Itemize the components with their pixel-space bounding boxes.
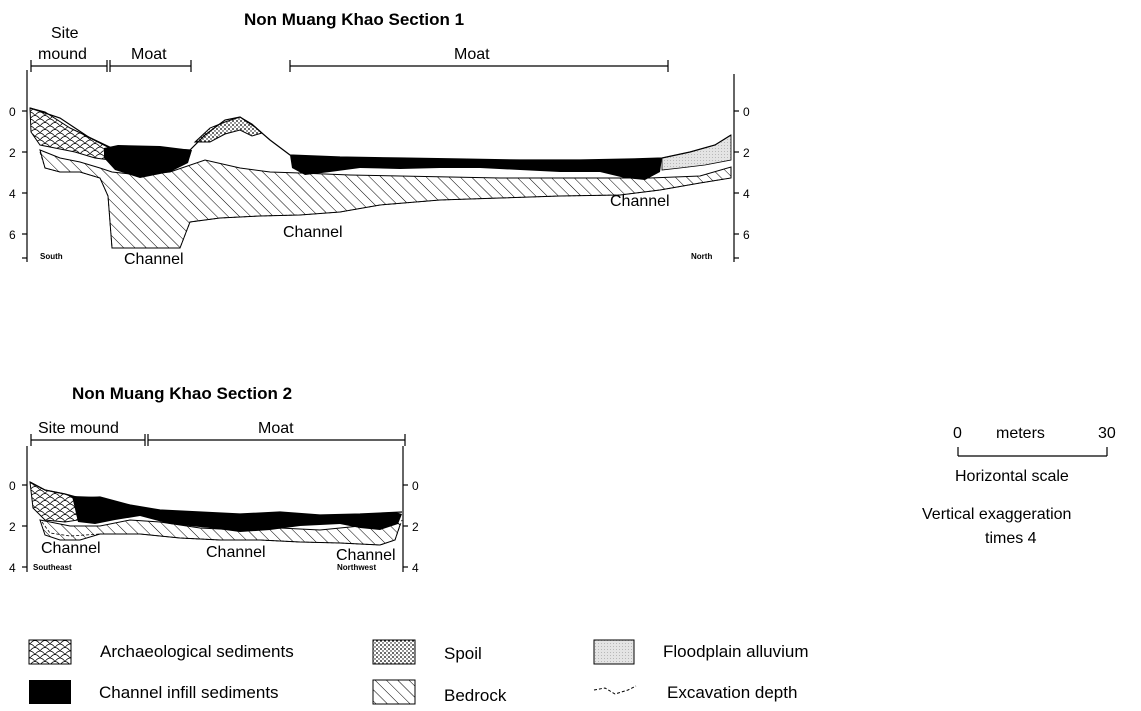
horizontal-scale: 0 meters 30 Horizontal scale Vertical ex… — [922, 425, 1116, 547]
section1-left-tick-4: 4 — [9, 187, 16, 201]
legend-swatch-excavation — [593, 685, 637, 695]
scale-exaggeration-line1: Vertical exaggeration — [922, 506, 1071, 523]
section1-header-site-mound: Site mound — [30, 25, 111, 72]
section1-excavation-depth — [39, 151, 732, 249]
section1-header-moat-right: Moat — [289, 46, 669, 72]
section2-right-axis: 0 2 4 — [402, 446, 419, 575]
legend: Archaeological sediments Spoil Floodplai… — [28, 639, 809, 705]
section2-left-tick-2: 2 — [9, 520, 16, 534]
scale-exaggeration-line2: times 4 — [985, 530, 1037, 547]
scale-caption: Horizontal scale — [955, 468, 1069, 485]
legend-label-floodplain: Floodplain alluvium — [663, 642, 809, 661]
legend-swatch-spoil — [372, 639, 416, 665]
section2-left-tick-4: 4 — [9, 561, 16, 575]
section1-group: Non Muang Khao Section 1 Site mound Moat… — [9, 10, 750, 268]
section2-channel-label-2: Channel — [206, 544, 266, 561]
section2-channel-label-3: Channel — [336, 547, 396, 564]
legend-label-channel: Channel infill sediments — [99, 683, 279, 702]
section1-left-axis: 0 2 4 6 — [9, 70, 28, 262]
section1-channel-label-2: Channel — [283, 224, 343, 241]
section1-ground-surface — [29, 107, 732, 161]
section1-channel-label-3: Channel — [610, 193, 670, 210]
scale-unit: meters — [996, 425, 1045, 442]
legend-label-bedrock: Bedrock — [444, 686, 507, 705]
legend-label-spoil: Spoil — [444, 644, 482, 663]
section1-left-tick-2: 2 — [9, 146, 16, 160]
section1-channel-label-1: Channel — [124, 251, 184, 268]
section2-left-tick-0: 0 — [9, 479, 16, 493]
section2-group: Non Muang Khao Section 2 Site mound Moat… — [9, 384, 419, 575]
legend-label-excavation: Excavation depth — [667, 683, 797, 702]
section1-north-label: North — [691, 252, 712, 261]
section2-northwest-label: Northwest — [337, 563, 376, 572]
section1-south-label: South — [40, 252, 63, 261]
section1-mound-word: mound — [38, 46, 87, 63]
section2-site-mound-label: Site mound — [38, 420, 119, 437]
section1-right-tick-4: 4 — [743, 187, 750, 201]
section1-right-tick-0: 0 — [743, 105, 750, 119]
section2-right-tick-2: 2 — [412, 520, 419, 534]
section1-moat-right-label: Moat — [454, 46, 490, 63]
section2-ground-surface — [29, 481, 403, 516]
legend-swatch-bedrock — [372, 679, 416, 705]
scale-start: 0 — [953, 425, 962, 442]
section1-site-word: Site — [51, 25, 79, 42]
section2-right-tick-0: 0 — [412, 479, 419, 493]
section2-moat-label: Moat — [258, 420, 294, 437]
legend-swatch-archaeological — [28, 639, 72, 665]
section1-moat-left-label: Moat — [131, 46, 167, 63]
section2-archaeological — [29, 481, 81, 523]
section2-header-moat: Moat — [148, 420, 406, 446]
section2-channel-label-1: Channel — [41, 540, 101, 557]
legend-swatch-channel — [29, 680, 71, 704]
legend-label-archaeological: Archaeological sediments — [100, 642, 294, 661]
section1-left-tick-6: 6 — [9, 228, 16, 242]
section2-southeast-label: Southeast — [33, 563, 72, 572]
section1-channel-infill-moat — [290, 155, 662, 180]
section2-right-tick-4: 4 — [412, 561, 419, 575]
section1-header-moat-left: Moat — [110, 46, 192, 72]
section1-floodplain-right — [661, 134, 732, 171]
scale-end: 30 — [1098, 425, 1116, 442]
section1-right-tick-6: 6 — [743, 228, 750, 242]
section1-title: Non Muang Khao Section 1 — [244, 10, 464, 29]
section1-channel-infill-left — [104, 145, 192, 178]
section1-right-tick-2: 2 — [743, 146, 750, 160]
section1-archaeological-left — [29, 107, 113, 161]
section2-title: Non Muang Khao Section 2 — [72, 384, 292, 403]
legend-swatch-floodplain — [593, 639, 635, 665]
section1-right-axis: 0 2 4 6 — [733, 74, 750, 262]
section2-header-site-mound: Site mound — [30, 420, 149, 446]
section1-left-tick-0: 0 — [9, 105, 16, 119]
section2-left-axis: 0 2 4 — [9, 446, 28, 575]
section1-spoil-mound — [193, 116, 263, 143]
